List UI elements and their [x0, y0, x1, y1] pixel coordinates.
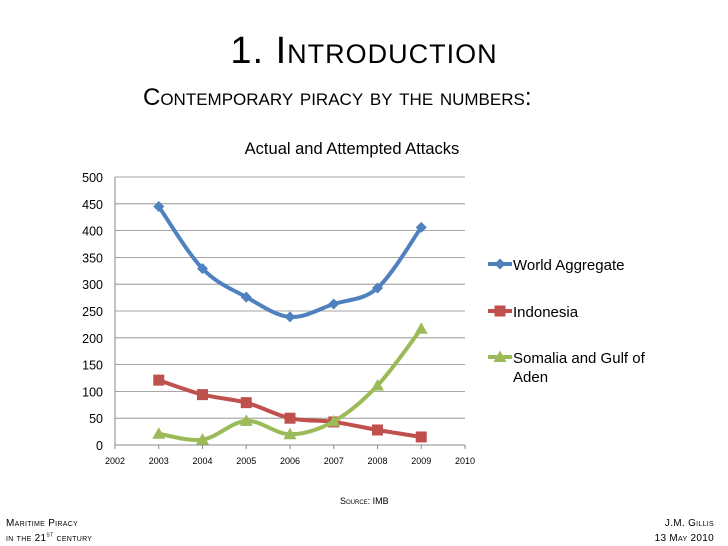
footer-date: 13 May 2010	[654, 533, 714, 544]
x-tick-label: 2006	[280, 456, 300, 466]
y-tick-label: 400	[82, 225, 103, 239]
world-aggregate-point	[197, 263, 208, 275]
legend-marker-indonesia	[494, 305, 506, 317]
indonesia-point	[197, 389, 208, 401]
footer-author: J.M. Gillis 13 May 2010	[655, 516, 714, 546]
somalia-gulf-of-aden-point	[414, 322, 428, 334]
indonesia-point	[153, 374, 165, 386]
somalia-gulf-of-aden-point	[371, 379, 384, 391]
indonesia-point	[240, 397, 252, 409]
y-tick-label: 0	[96, 439, 103, 453]
legend-label-indonesia: Indonesia	[513, 304, 579, 321]
footer-course-line1: Maritime Piracy	[6, 518, 79, 529]
indonesia-point	[415, 431, 427, 443]
y-tick-label: 100	[82, 385, 103, 399]
y-tick-label: 300	[82, 278, 103, 292]
chart-title: Actual and Attempted Attacks	[245, 140, 460, 158]
legend-label-somalia-gulf-of-aden: Somalia and Gulf of Aden	[513, 350, 646, 386]
world-aggregate-point	[153, 200, 165, 212]
somalia-gulf-of-aden-point	[196, 433, 209, 445]
y-tick-label: 50	[89, 412, 103, 426]
x-tick-label: 2004	[192, 456, 212, 466]
somalia-gulf-of-aden-point	[152, 427, 166, 439]
world-aggregate-point	[415, 221, 427, 233]
y-tick-label: 500	[82, 171, 103, 185]
footer-course-line2: in the 21st century	[6, 531, 93, 544]
x-tick-label: 2008	[367, 456, 387, 466]
y-tick-label: 150	[82, 359, 103, 373]
somalia-gulf-of-aden-point	[327, 414, 341, 427]
indonesia-point	[284, 412, 296, 424]
y-tick-label: 450	[82, 198, 103, 212]
world-aggregate-point	[284, 311, 296, 323]
slide-title: 1. Introduction	[230, 30, 498, 72]
chart-source: Source: IMB	[340, 496, 389, 506]
legend-marker-somalia-gulf-of-aden	[493, 350, 507, 362]
x-tick-label: 2002	[105, 456, 125, 466]
world-aggregate-point	[328, 298, 340, 310]
somalia-gulf-of-aden-point	[239, 414, 253, 426]
footer-course-title: Maritime Piracy in the 21st century	[6, 516, 92, 546]
y-tick-label: 250	[82, 305, 103, 319]
x-tick-label: 2009	[411, 456, 431, 466]
legend-label-world-aggregate: World Aggregate	[513, 257, 624, 274]
slide-subtitle: Contemporary piracy by the numbers:	[143, 84, 532, 111]
x-tick-label: 2005	[236, 456, 256, 466]
y-tick-label: 200	[82, 332, 103, 346]
legend-marker-world-aggregate	[494, 258, 506, 270]
x-tick-label: 2007	[324, 456, 344, 466]
somalia-gulf-of-aden-point	[283, 427, 297, 440]
x-tick-label: 2003	[149, 456, 169, 466]
x-tick-label: 2010	[455, 456, 475, 466]
world-aggregate-point	[240, 291, 252, 303]
world-aggregate-line	[156, 204, 424, 319]
indonesia-point	[372, 424, 383, 436]
world-aggregate-point	[372, 282, 383, 294]
footer-author-name: J.M. Gillis	[664, 518, 714, 529]
y-tick-label: 350	[82, 251, 103, 265]
